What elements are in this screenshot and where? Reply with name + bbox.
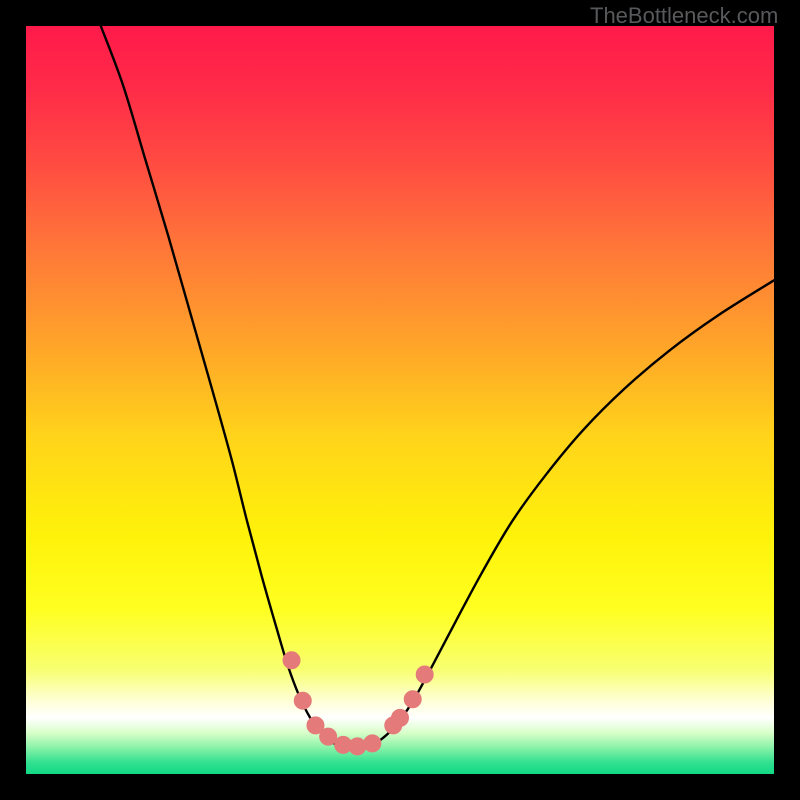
data-marker (364, 735, 381, 752)
data-marker (349, 738, 366, 755)
chart-frame: TheBottleneck.com (0, 0, 800, 800)
data-marker (320, 728, 337, 745)
watermark-text: TheBottleneck.com (590, 3, 778, 29)
data-marker (294, 692, 311, 709)
data-marker (416, 666, 433, 683)
data-marker (283, 652, 300, 669)
chart-svg (0, 0, 800, 800)
data-marker (404, 691, 421, 708)
data-marker (392, 709, 409, 726)
